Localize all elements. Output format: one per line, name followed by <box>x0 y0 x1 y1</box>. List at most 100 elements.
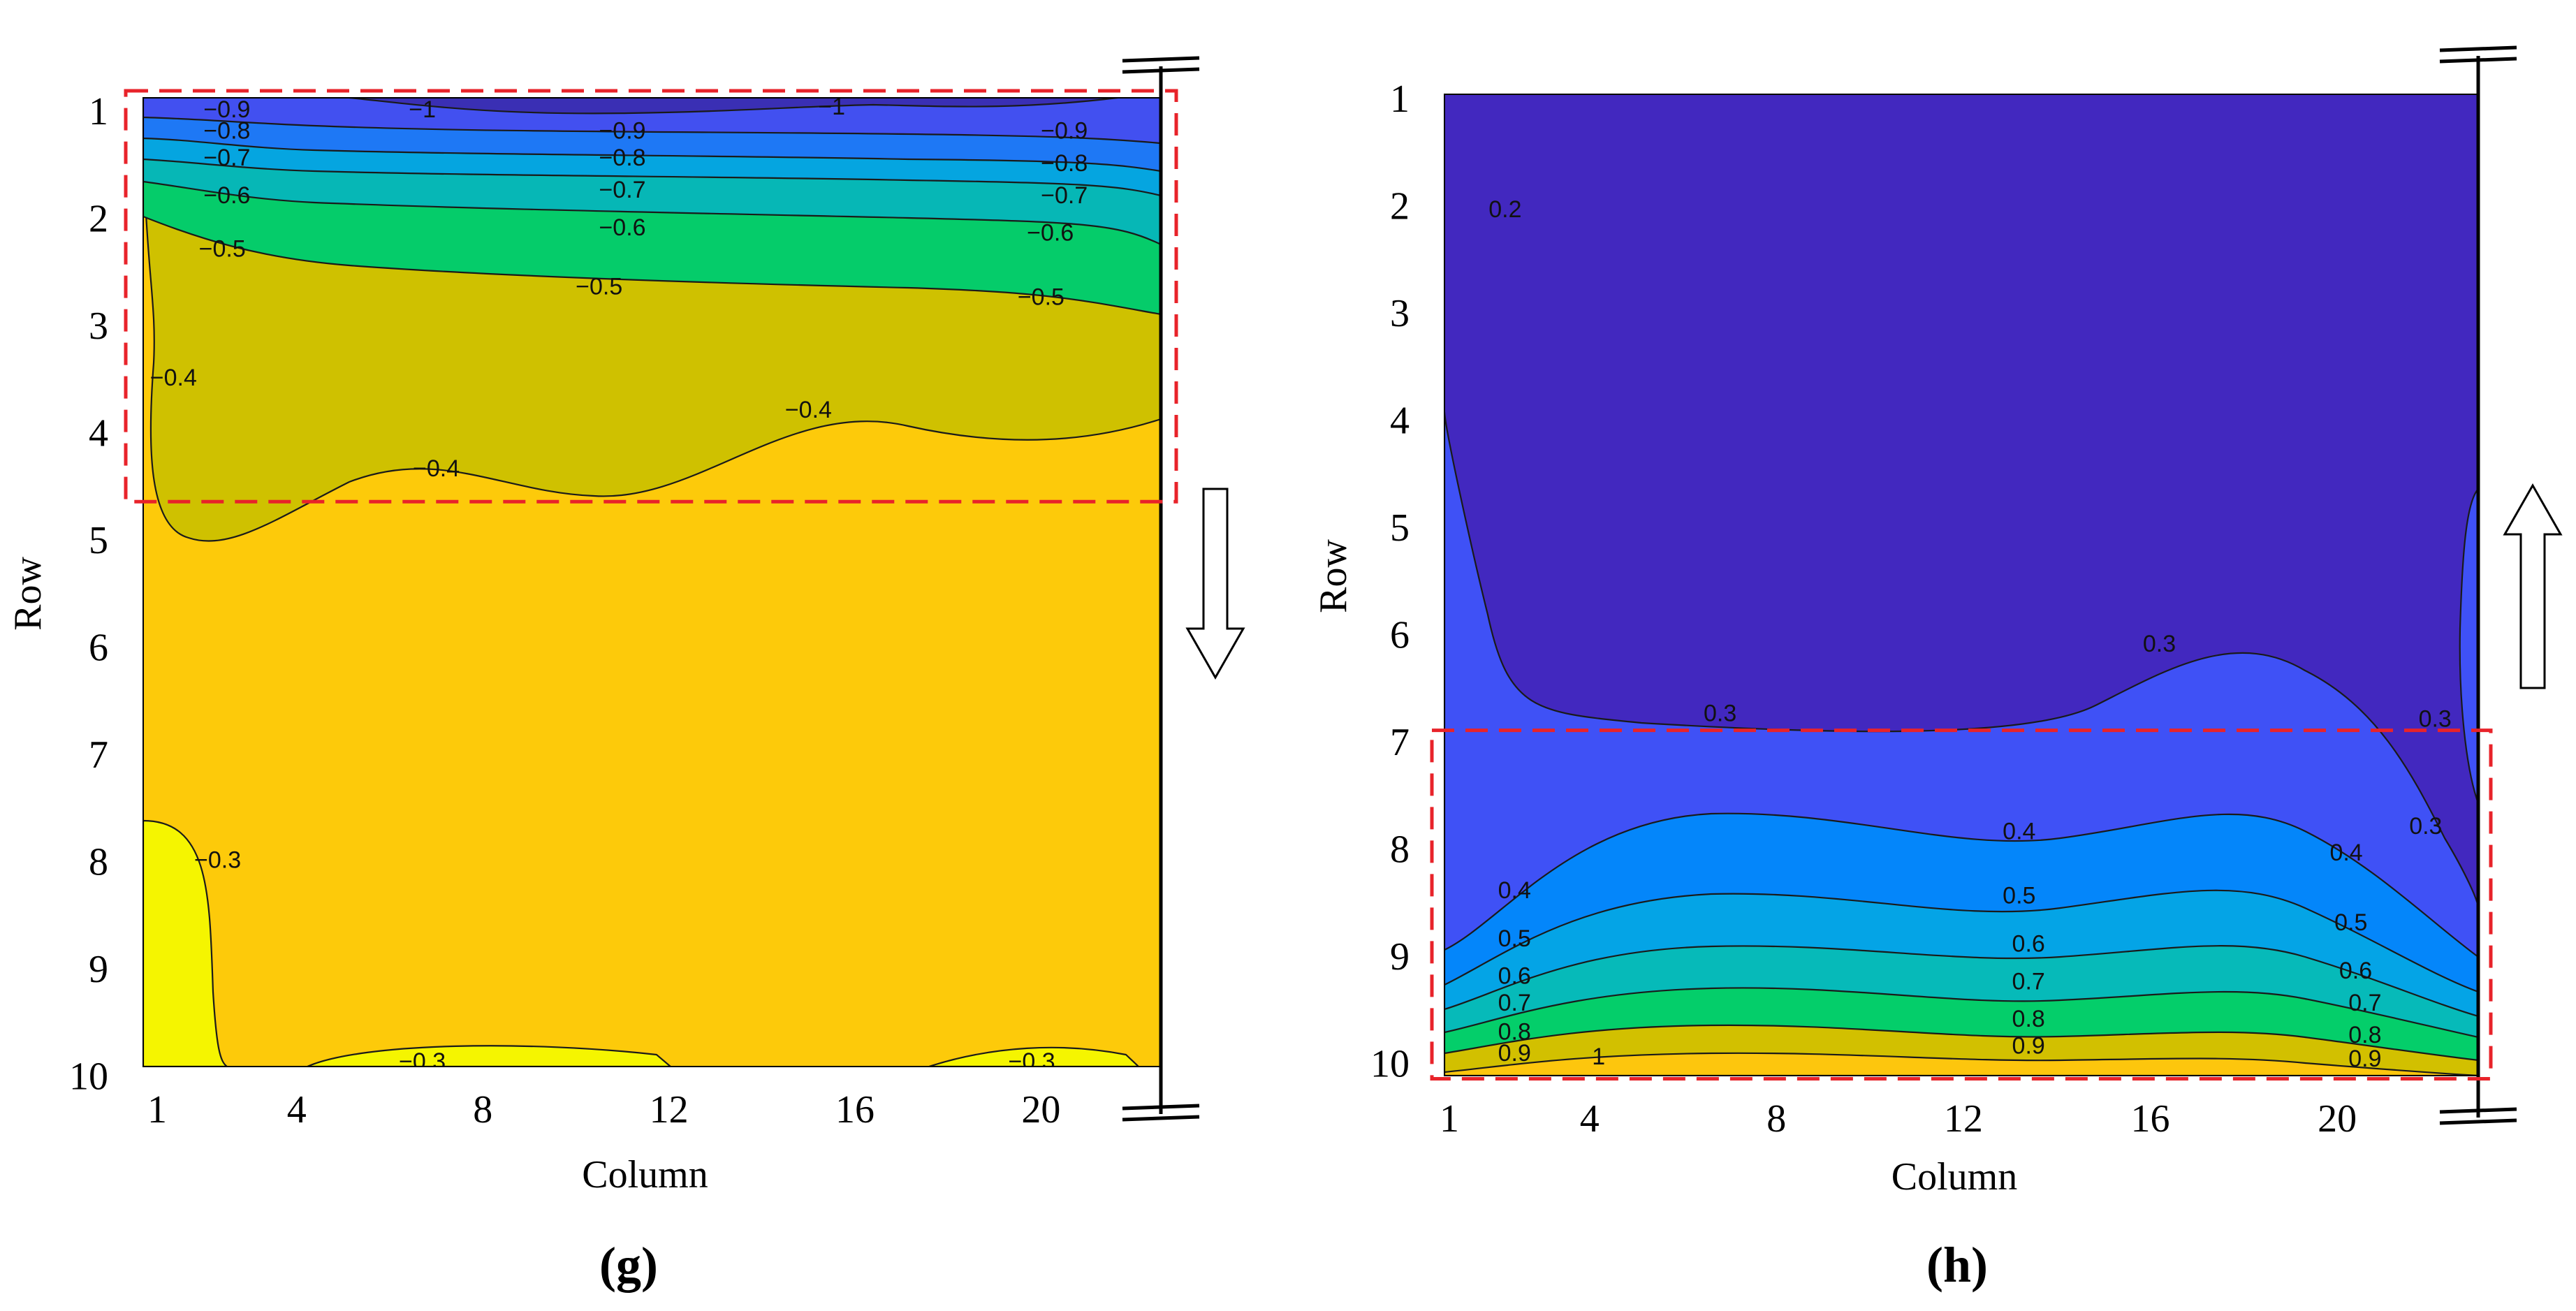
y-tick-label: 8 <box>1390 828 1410 872</box>
y-tick-label: 7 <box>1390 721 1410 764</box>
break-mark <box>1122 67 1200 74</box>
contour-label: 0.9 <box>2012 1032 2045 1059</box>
contour-band <box>2459 488 2478 804</box>
contour-field: −0.9−0.8−0.7−0.6−0.5−1 −1−0.9−0.8−0.7−0.6… <box>143 94 1161 1075</box>
contour-label: 0.9 <box>1498 1040 1531 1067</box>
break-mark <box>2439 57 2517 64</box>
y-tick-label: 1 <box>1390 78 1410 121</box>
contour-label: −0.9 <box>599 118 645 145</box>
x-tick-label: 8 <box>473 1088 492 1131</box>
contour-label: −0.7 <box>599 177 645 203</box>
contour-label: −0.7 <box>203 145 250 171</box>
contour-label: 0.6 <box>2012 931 2045 958</box>
y-tick-label: 3 <box>1390 292 1410 335</box>
contour-label: −0.4 <box>413 455 460 482</box>
y-axis-label: Row <box>6 557 50 631</box>
panel-caption: (g) <box>599 1237 658 1293</box>
break-mark <box>2439 45 2517 52</box>
contour-panel-h: 0.20.30.3 0.30.30.40.40.40.50.50.50.60.60… <box>1312 45 2563 1293</box>
x-axis-label: Column <box>582 1153 708 1196</box>
contour-band <box>143 98 1161 145</box>
contour-band <box>307 1045 672 1067</box>
contour-label: −0.6 <box>1027 220 1074 247</box>
y-tick-label: 10 <box>1370 1043 1410 1086</box>
contour-label: 0.3 <box>1704 701 1736 727</box>
contour-field: 0.20.30.3 0.30.30.40.40.40.50.50.50.60.60… <box>1444 94 2478 1076</box>
break-mark <box>1122 1115 1200 1122</box>
contour-band <box>928 1046 1140 1067</box>
contour-label: −1 <box>818 94 845 120</box>
contour-label: −0.5 <box>576 273 622 300</box>
contour-label: −0.3 <box>194 847 241 874</box>
contour-label: −0.8 <box>599 145 645 171</box>
y-tick-label: 9 <box>1390 935 1410 979</box>
contour-label: −0.4 <box>785 397 832 423</box>
contour-label: 0.7 <box>2012 968 2045 995</box>
contour-label: −0.5 <box>199 236 246 263</box>
y-tick-label: 5 <box>1390 506 1410 550</box>
y-tick-label: 9 <box>89 948 108 991</box>
contour-label: 0.6 <box>1498 963 1531 990</box>
y-tick-label: 8 <box>89 841 108 884</box>
x-axis-label: Column <box>1891 1155 2017 1199</box>
break-mark <box>2439 1107 2517 1114</box>
contour-label: −0.9 <box>1041 118 1088 145</box>
y-tick-label: 6 <box>1390 614 1410 657</box>
y-axis-label: Row <box>1312 539 1355 613</box>
x-tick-label: 8 <box>1766 1097 1786 1141</box>
y-tick-label: 2 <box>1390 185 1410 228</box>
y-tick-label: 4 <box>89 412 108 455</box>
contour-label: 0.4 <box>2003 818 2035 844</box>
y-tick-label: 3 <box>89 305 108 348</box>
x-tick-label: 12 <box>1944 1097 1983 1141</box>
contour-label: −0.7 <box>1041 182 1088 209</box>
contour-band <box>1444 1052 2478 1076</box>
x-tick-label: 20 <box>1021 1088 1060 1131</box>
contour-label: 0.9 <box>2348 1046 2381 1072</box>
arrow-down-icon <box>1185 488 1245 680</box>
contour-label: 0.5 <box>1498 925 1531 952</box>
x-tick-label: 4 <box>1580 1097 1600 1141</box>
contour-label: 0.5 <box>2334 909 2367 936</box>
contour-label: −0.9 <box>203 96 250 123</box>
contour-label: −0.3 <box>1009 1048 1055 1075</box>
x-tick-label: 12 <box>650 1088 689 1131</box>
contour-label: −0.4 <box>150 365 197 391</box>
contour-label: 0.8 <box>1498 1019 1531 1046</box>
x-tick-label: 16 <box>2131 1097 2170 1141</box>
arrow-up-icon <box>2503 483 2563 689</box>
y-tick-label: 10 <box>69 1055 108 1099</box>
contour-label: 0.8 <box>2348 1022 2381 1048</box>
x-tick-label: 1 <box>147 1088 167 1131</box>
contour-label: 1 <box>1592 1043 1605 1070</box>
break-mark <box>2439 1118 2517 1125</box>
contour-label: −0.6 <box>203 182 250 209</box>
contour-label: −0.8 <box>203 118 250 145</box>
contour-label: 0.4 <box>2329 840 2362 866</box>
contour-label: −0.5 <box>1018 284 1064 311</box>
contour-label: −0.6 <box>599 214 645 241</box>
y-tick-label: 7 <box>89 733 108 777</box>
contour-label: 0.3 <box>2419 705 2452 732</box>
contour-label: −1 <box>409 96 436 123</box>
y-tick-label: 6 <box>89 627 108 670</box>
contour-label: 0.7 <box>1498 990 1531 1016</box>
y-tick-label: 4 <box>1390 400 1410 443</box>
x-tick-label: 20 <box>2318 1097 2357 1141</box>
contour-label: 0.3 <box>2143 631 2176 657</box>
panel-caption: (h) <box>1926 1237 1988 1293</box>
contour-band <box>349 98 1118 115</box>
x-tick-label: 4 <box>287 1088 307 1131</box>
contour-label: 0.8 <box>2012 1006 2045 1032</box>
contour-label: 0.6 <box>2339 958 2372 984</box>
contour-label: 0.4 <box>1498 877 1531 904</box>
break-mark <box>1122 56 1200 63</box>
contour-label: −0.8 <box>1041 150 1088 177</box>
contour-label: −0.3 <box>399 1048 446 1075</box>
contour-label: 0.3 <box>2409 813 2442 840</box>
break-mark <box>1122 1104 1200 1111</box>
x-tick-label: 1 <box>1440 1097 1459 1141</box>
contour-panel-g: −0.9−0.8−0.7−0.6−0.5−1 −1−0.9−0.8−0.7−0.6… <box>6 56 1245 1293</box>
contour-band <box>143 819 228 1067</box>
